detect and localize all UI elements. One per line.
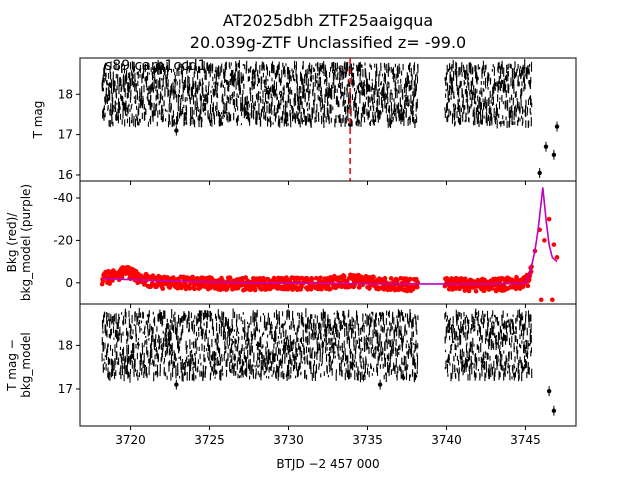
x-tick-label: 3730: [273, 433, 304, 447]
x-tick-label: 3740: [431, 433, 462, 447]
y-tick-label: -20: [53, 233, 73, 247]
plot-area-middle: [99, 187, 560, 303]
y-tick-label: 17: [58, 128, 73, 142]
bkg-point: [489, 286, 495, 291]
bkg-point: [271, 275, 277, 281]
bkg-point: [341, 274, 347, 279]
bkg-point: [227, 275, 233, 280]
panel-annotation: s89 cam1ccd1: [105, 58, 207, 74]
bkg-point: [192, 286, 197, 292]
panel-bottom: 17 18 3720 3725 3730 3735 3740 3745 T mag − bkg_m…: [5, 303, 577, 447]
y-axis-label: bkg_model (purple): [19, 184, 33, 301]
lightcurve-segment: [101, 307, 419, 383]
bkg-point: [100, 278, 106, 284]
bkg-point: [107, 281, 112, 286]
bkg-point: [388, 276, 394, 281]
plot-area-bottom: [101, 307, 557, 416]
bkg-point: [142, 281, 148, 287]
bkg-point: [305, 287, 311, 292]
y-tick-label: 0: [65, 276, 73, 290]
y-axis-label: bkg_model: [19, 332, 33, 398]
x-tick-label: 3745: [510, 433, 541, 447]
bkg-point: [187, 286, 193, 291]
lightcurve-segment: [444, 308, 533, 382]
bkg-point: [542, 238, 547, 243]
y-axis-label: T mag: [31, 101, 45, 140]
bkg-point: [473, 288, 479, 294]
bkg-point: [309, 277, 315, 282]
chart-title-line1: AT2025dbh ZTF25aaigqua: [223, 11, 433, 30]
bkg-point: [371, 274, 376, 280]
bkg-model-line: [102, 187, 558, 285]
bkg-point: [382, 276, 388, 281]
bkg-point: [466, 288, 472, 294]
axes-frame-bottom: [79, 303, 577, 427]
bkg-point: [550, 297, 555, 303]
bkg-point: [318, 275, 323, 281]
bkg-point: [252, 287, 258, 293]
plot-area-top: [101, 58, 560, 181]
bkg-point: [160, 286, 166, 292]
bkg-point: [395, 278, 400, 283]
y-axis-label: T mag −: [5, 339, 19, 392]
y-axis-label: Bkg (red)/: [5, 212, 19, 273]
x-axis-label: BTJD −2 457 000: [276, 457, 379, 471]
bkg-point: [520, 284, 526, 290]
lightcurve-segment: [444, 59, 533, 129]
bkg-point: [546, 216, 552, 222]
y-tick-label: 17: [58, 382, 73, 396]
bkg-point: [119, 274, 125, 280]
bkg-point: [525, 283, 531, 289]
bkg-point: [538, 297, 544, 303]
y-tick-label: -40: [53, 191, 73, 205]
lightcurve-segment: [101, 59, 419, 129]
bkg-point: [414, 284, 420, 290]
y-tick-label: 16: [58, 168, 73, 182]
x-tick-label: 3720: [115, 433, 146, 447]
x-tick-label: 3735: [352, 433, 383, 447]
y-tick-label: 18: [58, 87, 73, 101]
y-tick-label: 18: [58, 338, 73, 352]
bkg-point: [407, 276, 413, 282]
bkg-point: [319, 286, 324, 292]
bkg-point: [551, 242, 557, 247]
panel-top: 16 17 18 T mag s89 cam1ccd1: [31, 57, 577, 185]
bkg-point: [554, 255, 560, 260]
panel-middle: 0 -20 -40 Bkg (red)/bkg_model (purple): [5, 180, 577, 308]
x-tick-label: 3725: [194, 433, 225, 447]
bkg-point: [314, 275, 319, 281]
chart-title-line2: 20.039g-ZTF Unclassified z= -99.0: [190, 33, 466, 52]
